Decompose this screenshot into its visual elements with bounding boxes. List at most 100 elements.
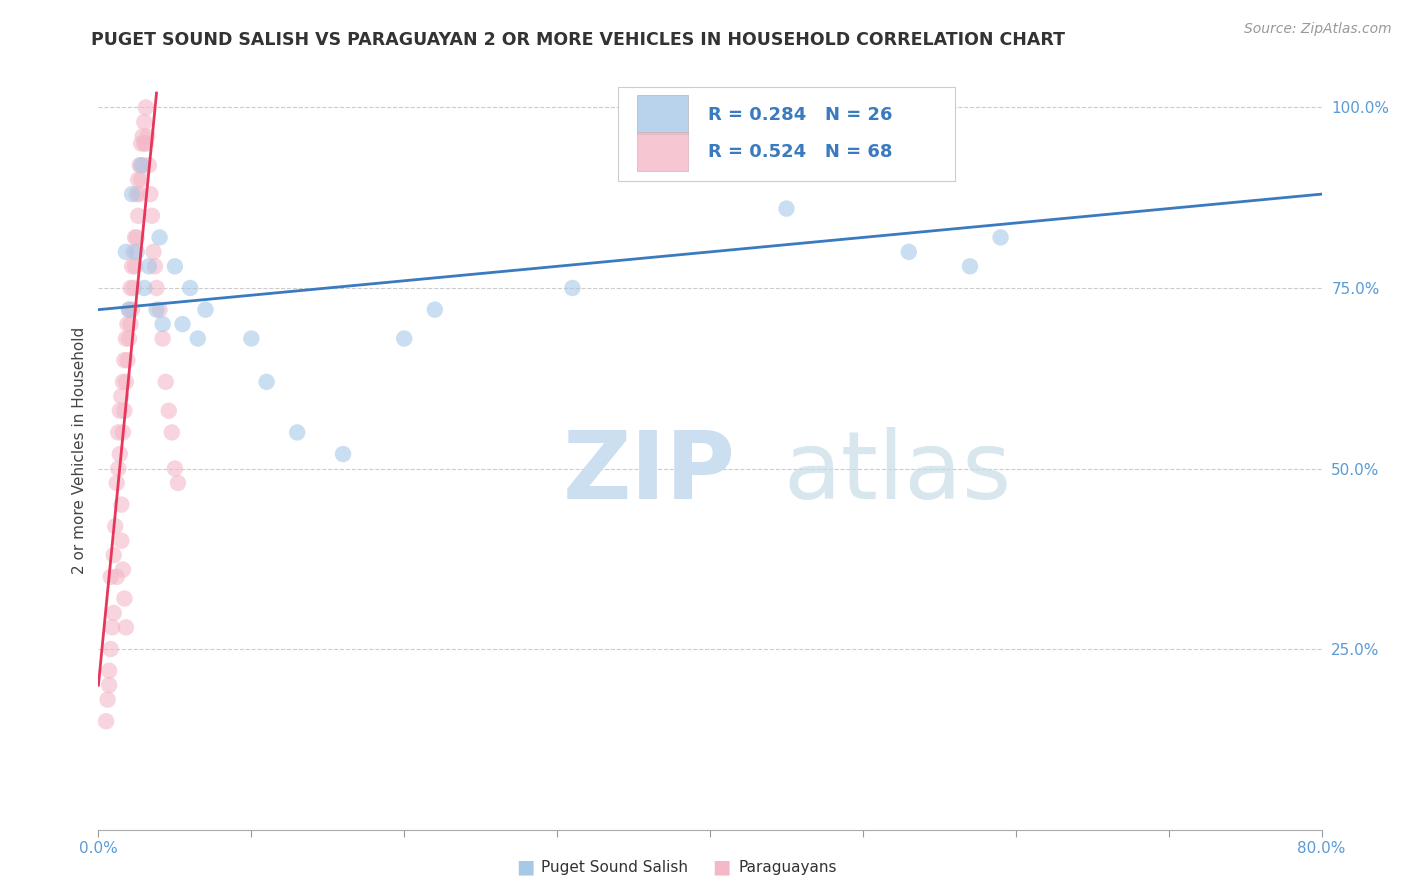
Text: Source: ZipAtlas.com: Source: ZipAtlas.com (1244, 22, 1392, 37)
Point (100, 570, 122, 584)
Point (149, 230, 172, 244)
Point (111, 375, 134, 389)
Point (149, 302, 172, 317)
Point (561, 281, 583, 295)
Point (163, 461, 186, 475)
Point (110, 498, 132, 512)
Point (134, 115, 156, 129)
Point (120, 281, 142, 295)
Point (110, 533, 132, 548)
Point (125, 244, 148, 259)
Point (141, 209, 163, 223)
Text: ■: ■ (516, 857, 534, 877)
Point (152, 332, 174, 346)
Point (115, 375, 138, 389)
Point (138, 158, 160, 172)
Point (129, 172, 152, 186)
FancyBboxPatch shape (619, 87, 955, 181)
Point (423, 302, 446, 317)
Point (959, 260, 981, 274)
Point (285, 425, 308, 440)
Point (157, 403, 180, 417)
Point (111, 563, 134, 577)
Text: R = 0.284   N = 26: R = 0.284 N = 26 (707, 105, 891, 124)
Point (775, 202, 797, 216)
Point (117, 353, 139, 368)
Point (127, 172, 149, 186)
Text: atlas: atlas (783, 427, 1012, 519)
Point (135, 136, 157, 151)
Point (167, 475, 190, 490)
Point (107, 461, 129, 475)
Point (118, 332, 141, 346)
Text: Puget Sound Salish: Puget Sound Salish (541, 860, 689, 874)
Point (118, 302, 141, 317)
Point (94, 714, 117, 729)
Point (142, 244, 165, 259)
Point (122, 244, 145, 259)
Point (163, 260, 186, 274)
Point (105, 570, 128, 584)
Point (138, 260, 160, 274)
Point (136, 129, 159, 144)
Point (100, 642, 122, 657)
Point (128, 158, 150, 172)
Point (143, 260, 166, 274)
Point (122, 281, 145, 295)
Point (135, 100, 157, 114)
Point (392, 332, 416, 346)
Point (121, 187, 143, 202)
Point (104, 519, 127, 533)
Point (98, 678, 121, 692)
Point (194, 302, 217, 317)
Point (115, 244, 138, 259)
Point (145, 281, 167, 295)
Point (103, 606, 125, 620)
Point (121, 302, 143, 317)
Point (115, 332, 138, 346)
Point (103, 548, 125, 562)
Point (240, 332, 263, 346)
Point (97, 692, 120, 706)
Point (187, 332, 209, 346)
Point (125, 230, 148, 244)
Point (172, 317, 194, 331)
Point (115, 620, 138, 634)
Point (134, 281, 156, 295)
Text: Paraguayans: Paraguayans (738, 860, 837, 874)
Point (121, 260, 143, 274)
Point (990, 230, 1012, 244)
Point (124, 230, 146, 244)
Point (125, 187, 148, 202)
Point (139, 187, 162, 202)
Point (112, 591, 135, 606)
Point (132, 129, 155, 144)
FancyBboxPatch shape (637, 95, 688, 135)
Point (160, 425, 183, 440)
FancyBboxPatch shape (637, 132, 688, 171)
Point (124, 260, 146, 274)
Point (118, 302, 141, 317)
Y-axis label: 2 or more Vehicles in Household: 2 or more Vehicles in Household (72, 326, 87, 574)
Point (145, 302, 167, 317)
Point (117, 317, 139, 331)
Point (179, 281, 201, 295)
Point (105, 475, 128, 490)
Point (897, 244, 920, 259)
Point (152, 317, 174, 331)
Text: ZIP: ZIP (564, 427, 737, 519)
Point (120, 317, 142, 331)
Point (127, 209, 149, 223)
Text: R = 0.524   N = 68: R = 0.524 N = 68 (707, 143, 891, 161)
Point (108, 403, 131, 417)
Point (129, 136, 152, 151)
Point (98, 664, 121, 678)
Text: PUGET SOUND SALISH VS PARAGUAYAN 2 OR MORE VEHICLES IN HOUSEHOLD CORRELATION CHA: PUGET SOUND SALISH VS PARAGUAYAN 2 OR MO… (91, 31, 1066, 49)
Point (129, 158, 152, 172)
Point (332, 447, 354, 461)
Point (108, 447, 131, 461)
Point (110, 389, 132, 403)
Point (112, 403, 135, 417)
Point (107, 425, 129, 440)
Point (128, 187, 150, 202)
